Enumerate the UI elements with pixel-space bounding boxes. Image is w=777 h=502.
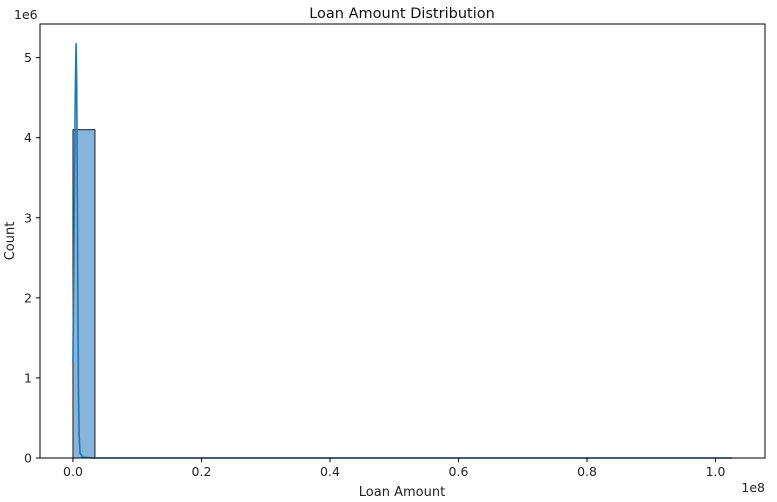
x-tick-label-3: 0.6 [449,464,469,479]
y-tick-label-3: 3 [24,210,32,225]
histogram-bar-0 [72,129,96,459]
x-axis-offset-label: 1e8 [741,480,765,495]
kde-curve-line [72,43,733,459]
histogram-bars [72,129,96,459]
kde-curve-group [72,43,733,459]
y-tick-label-1: 1 [24,370,32,385]
y-tick-label-2: 2 [24,290,32,305]
y-axis-ticks: 0 1 2 3 4 5 [24,50,40,466]
x-tick-label-2: 0.4 [320,464,340,479]
y-tick-label-4: 4 [24,130,32,145]
x-tick-label-1: 0.2 [192,464,212,479]
y-axis-label: Count [3,222,18,261]
x-tick-label-4: 0.8 [577,464,597,479]
plot-frame [39,23,766,459]
x-axis-label: Loan Amount [359,485,445,500]
chart-title: Loan Amount Distribution [309,6,495,22]
x-axis-ticks: 0.0 0.2 0.4 0.6 0.8 1.0 [63,458,726,479]
y-tick-label-0: 0 [24,451,32,466]
y-axis-offset-label: 1e6 [14,7,38,22]
x-tick-label-0: 0.0 [63,464,83,479]
y-tick-label-5: 5 [24,50,32,65]
x-tick-label-5: 1.0 [706,464,726,479]
